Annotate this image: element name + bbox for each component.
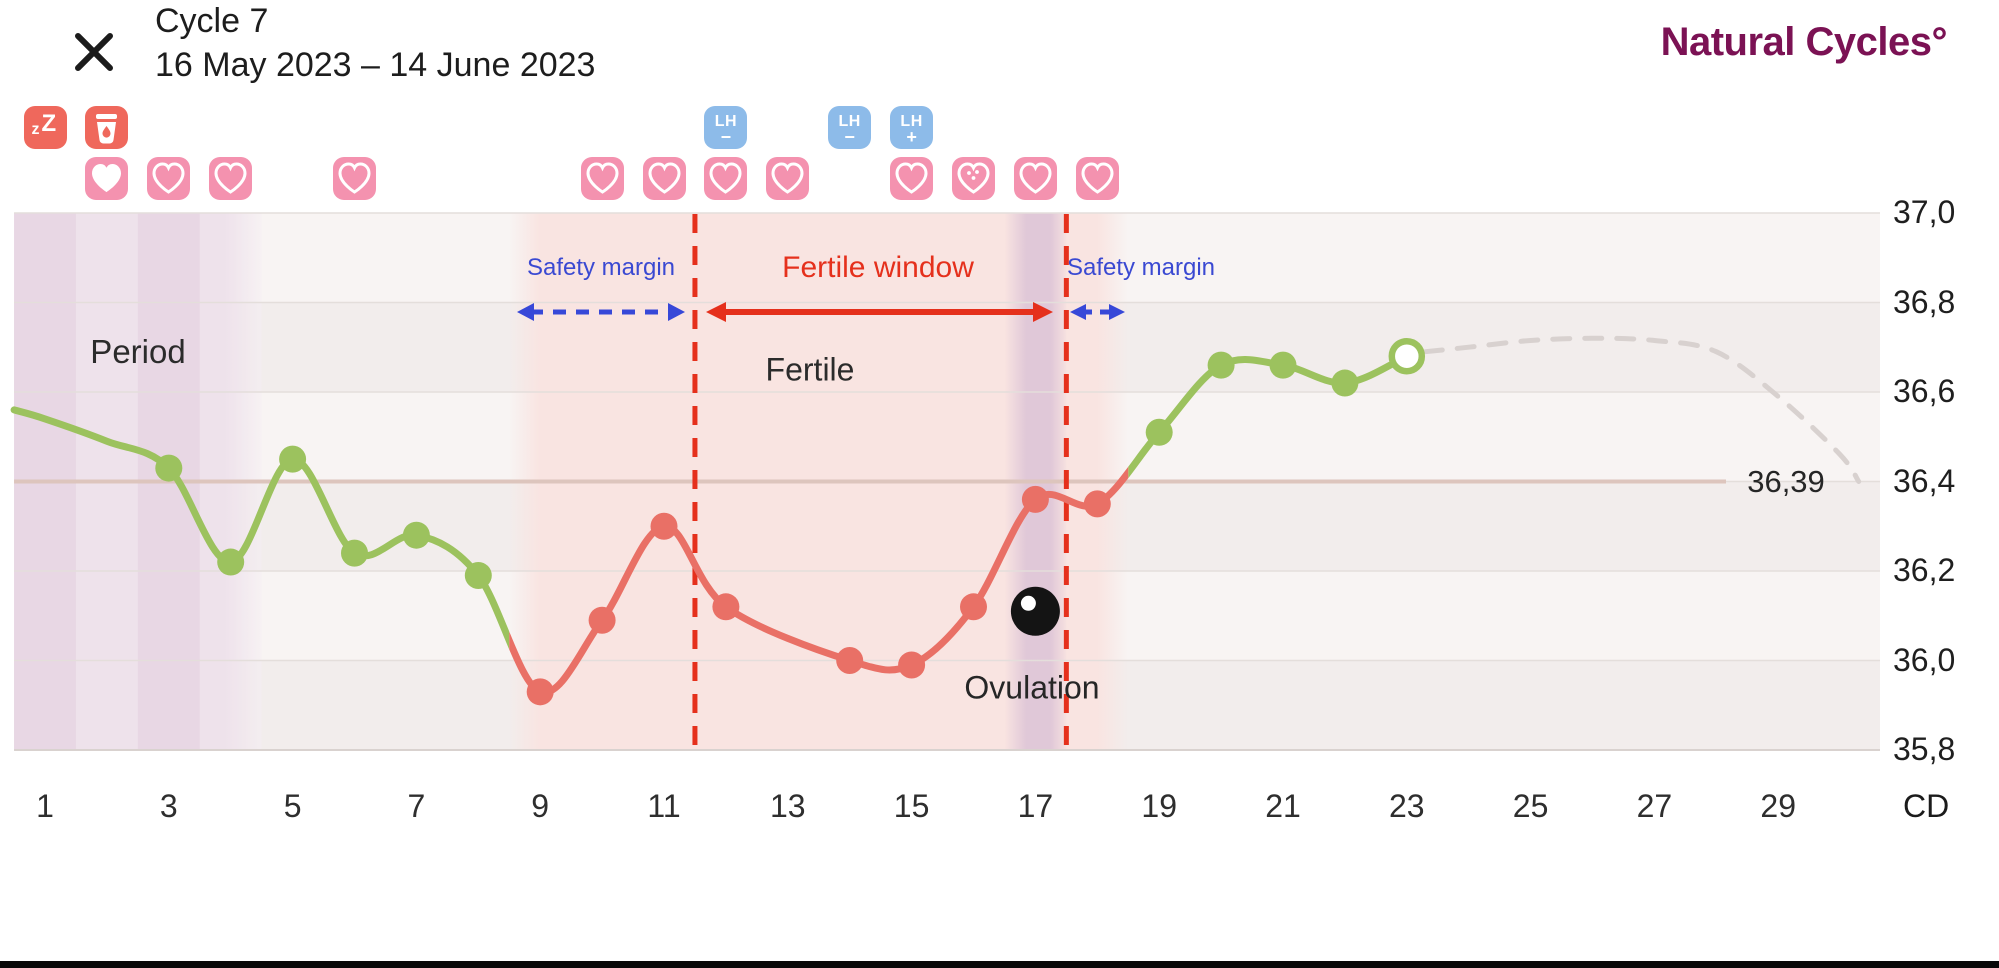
x-tick-label: 9 xyxy=(531,788,550,824)
x-tick-label: 3 xyxy=(159,788,178,824)
bottom-edge-bar xyxy=(0,961,1999,968)
temperature-point xyxy=(1145,418,1173,446)
temperature-point xyxy=(650,512,678,540)
safety-margin-left-label: Safety margin xyxy=(526,254,676,281)
fertile-window-label: Fertile window xyxy=(782,251,974,284)
predicted-temperature-value: 36,39 xyxy=(1747,464,1825,499)
temperature-point xyxy=(155,454,183,482)
y-tick-label: 36,2 xyxy=(1893,552,1956,588)
x-tick-label: 15 xyxy=(893,788,930,824)
sex-logged-heart-icon[interactable] xyxy=(1013,157,1057,200)
y-tick-label: 36,6 xyxy=(1893,373,1956,409)
sex-logged-filled-heart-icon[interactable] xyxy=(85,157,129,200)
temperature-point xyxy=(279,445,307,473)
menstrual-cup-icon[interactable] xyxy=(85,106,129,149)
temperature-point xyxy=(1021,485,1049,513)
temperature-point xyxy=(1207,351,1235,379)
temperature-point xyxy=(898,651,926,679)
lh-test-negative-icon[interactable]: LH − xyxy=(704,106,748,149)
temperature-point xyxy=(712,593,740,621)
temperature-point xyxy=(526,678,554,706)
x-tick-label: 19 xyxy=(1141,788,1177,824)
temperature-point xyxy=(836,647,864,674)
lh-test-negative-icon[interactable]: LH − xyxy=(828,106,872,149)
temperature-point xyxy=(402,521,430,549)
ovulation-label: Ovulation xyxy=(964,669,1100,706)
x-tick-label: 5 xyxy=(283,788,302,824)
sex-logged-heart-icon[interactable] xyxy=(1075,157,1119,200)
x-axis-unit-label: CD xyxy=(1903,788,1950,824)
x-tick-label: 29 xyxy=(1760,788,1796,824)
sex-logged-heart-icon[interactable] xyxy=(209,157,253,200)
sex-logged-heart-icon[interactable] xyxy=(890,157,934,200)
x-tick-label: 1 xyxy=(36,788,54,824)
y-tick-label: 35,8 xyxy=(1893,731,1956,767)
sex-logged-dotted-heart-icon[interactable] xyxy=(952,157,995,200)
y-tick-label: 37,0 xyxy=(1893,194,1956,230)
temperature-point xyxy=(1083,490,1111,518)
close-icon xyxy=(75,33,113,71)
temperature-point xyxy=(588,606,616,634)
sex-logged-heart-icon[interactable] xyxy=(147,157,191,200)
x-tick-label: 25 xyxy=(1512,788,1549,824)
temperature-point xyxy=(1331,369,1359,397)
bottom-toolbar: Previous xyxy=(0,856,1999,962)
close-button[interactable] xyxy=(68,26,120,78)
x-tick-label: 27 xyxy=(1636,788,1673,824)
ovulation-marker-icon xyxy=(1010,586,1060,636)
x-tick-label: 17 xyxy=(1017,788,1054,824)
temperature-point xyxy=(960,593,987,621)
page-title: Cycle 7 xyxy=(155,2,269,40)
lh-test-positive-icon[interactable]: LH + xyxy=(890,106,934,149)
x-tick-label: 7 xyxy=(407,788,426,824)
y-tick-label: 36,8 xyxy=(1893,283,1956,320)
x-tick-label: 13 xyxy=(770,788,806,824)
period-label: Period xyxy=(90,333,186,370)
current-day-point[interactable] xyxy=(1388,337,1426,375)
y-tick-label: 36,0 xyxy=(1893,641,1956,678)
safety-margin-right-label: Safety margin xyxy=(1066,254,1216,281)
x-tick-label: 23 xyxy=(1389,788,1425,824)
y-tick-label: 36,4 xyxy=(1893,462,1956,499)
temperature-point xyxy=(464,561,492,589)
temperature-point xyxy=(341,539,368,567)
sex-logged-heart-icon[interactable] xyxy=(642,157,686,200)
sex-logged-heart-icon[interactable] xyxy=(333,157,376,200)
fertile-label: Fertile xyxy=(765,351,855,388)
sex-logged-heart-icon[interactable] xyxy=(580,157,624,200)
x-tick-label: 21 xyxy=(1265,788,1301,824)
temperature-point xyxy=(1269,351,1297,379)
predicted-temperature-line xyxy=(1422,335,1862,484)
natural-cycles-logo: Natural Cycles° xyxy=(1660,20,1948,64)
temperature-point xyxy=(217,548,245,576)
sex-logged-heart-icon[interactable] xyxy=(766,157,810,200)
cycle-date-range: 16 May 2023 – 14 June 2023 xyxy=(155,46,596,84)
sex-logged-heart-icon[interactable] xyxy=(704,157,748,200)
x-tick-label: 11 xyxy=(647,788,681,824)
